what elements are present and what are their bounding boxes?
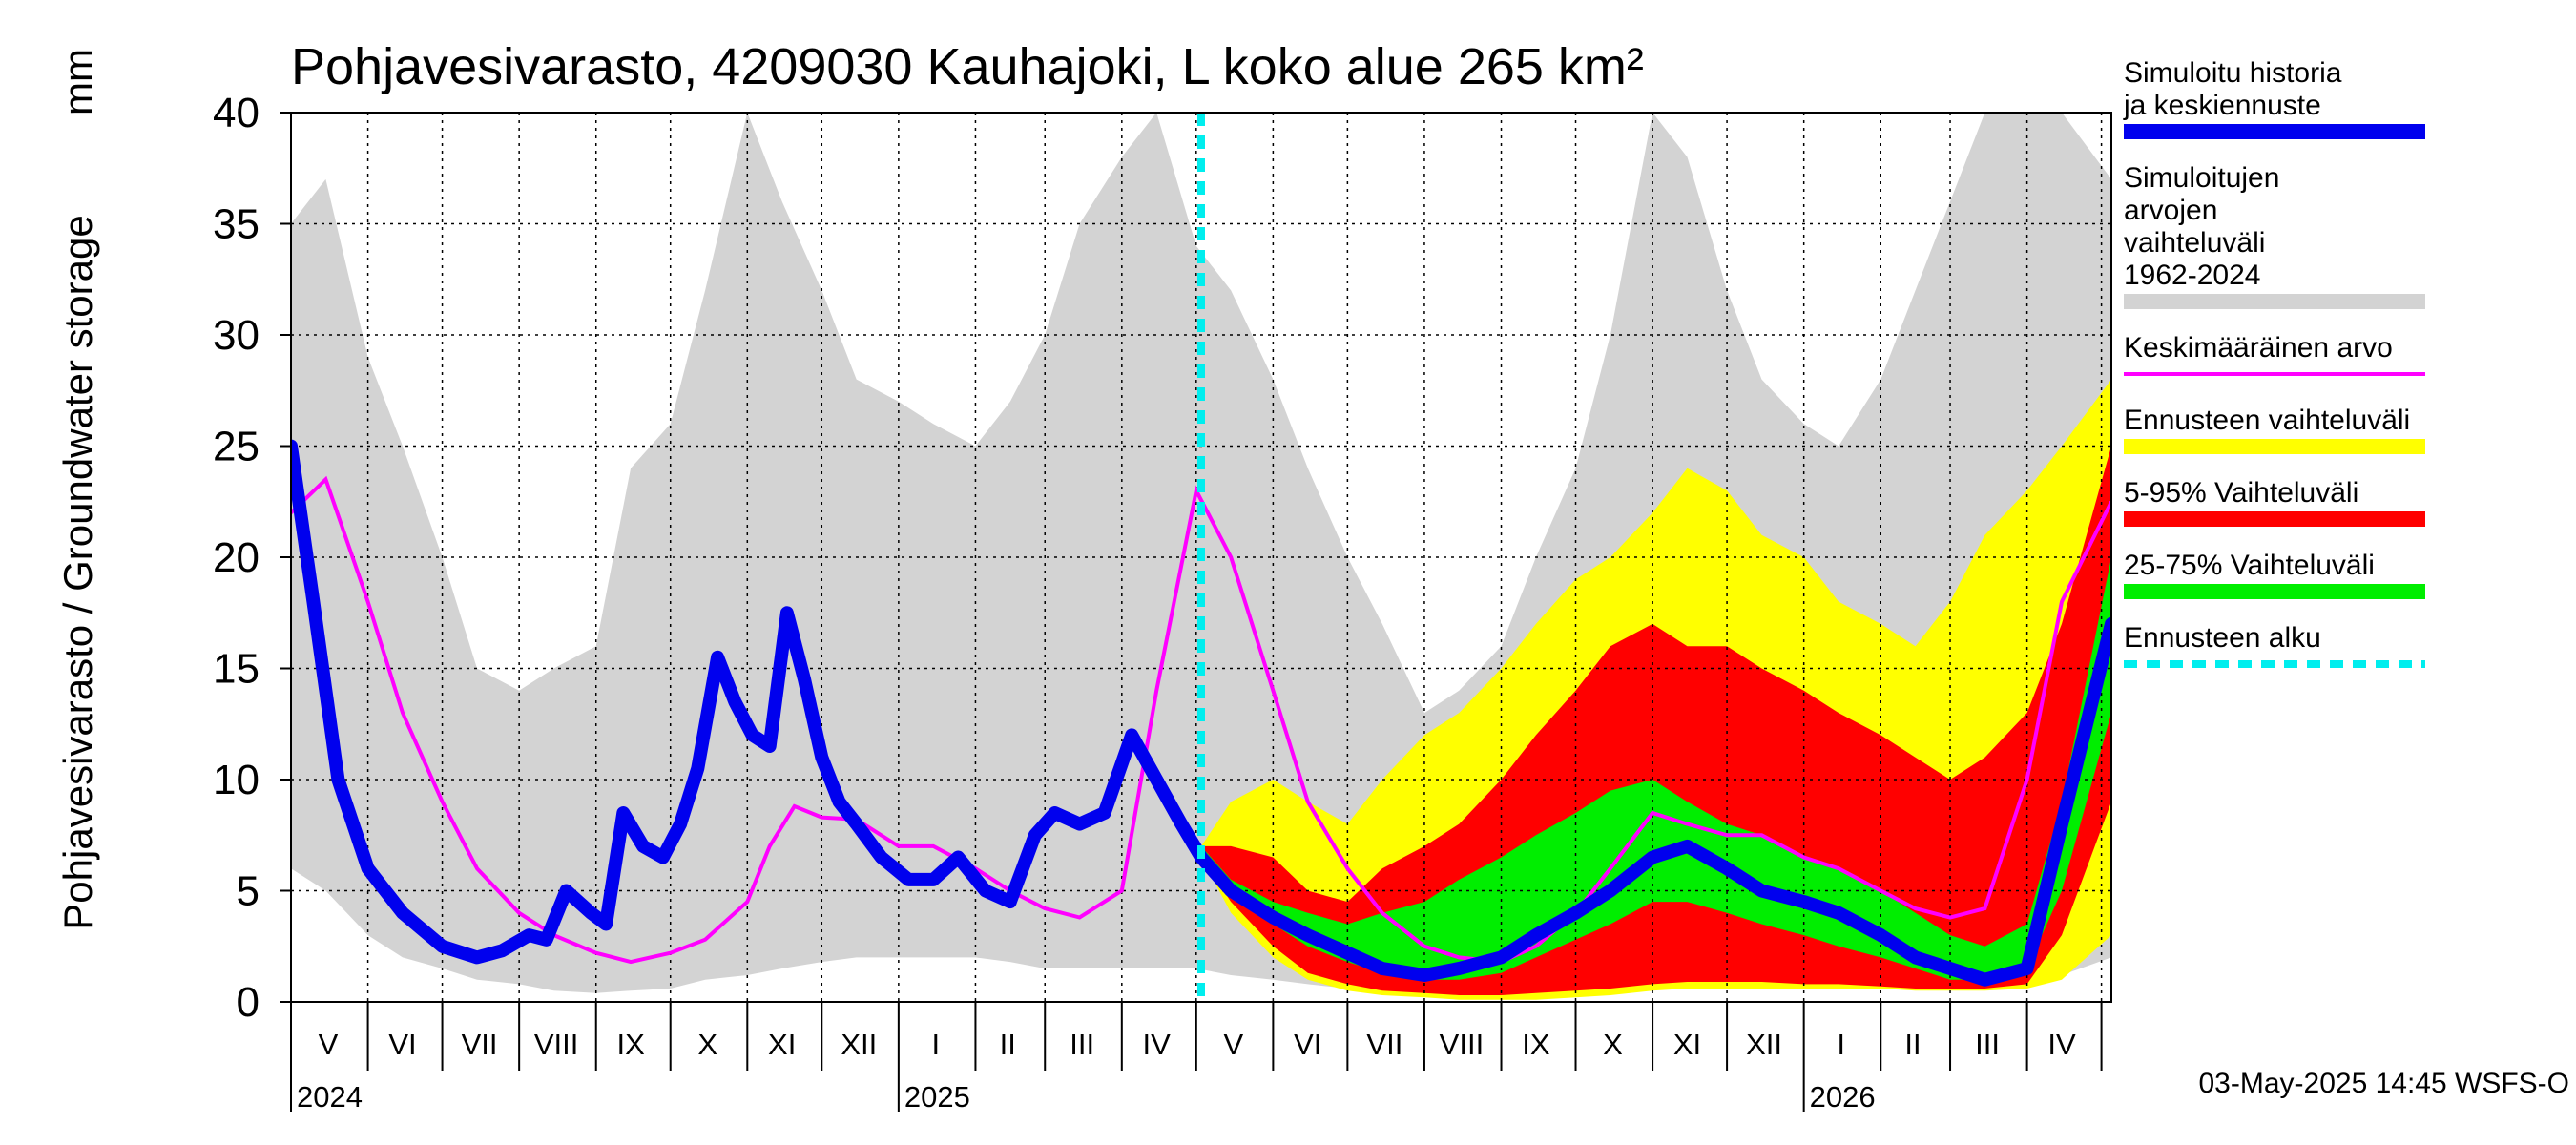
y-tick-label: 5 xyxy=(237,868,260,915)
legend-label: 25-75% Vaihteluväli xyxy=(2124,550,2375,581)
legend-label: Ennusteen alku xyxy=(2124,622,2321,654)
y-tick-label: 40 xyxy=(213,90,260,136)
month-label: XI xyxy=(768,1028,796,1061)
year-label: 2025 xyxy=(904,1080,970,1114)
legend-label: 1962-2024 xyxy=(2124,260,2260,291)
month-label: VI xyxy=(388,1028,416,1061)
month-label: VIII xyxy=(1440,1028,1485,1061)
month-label: III xyxy=(1975,1028,2000,1061)
month-label: V xyxy=(319,1028,339,1061)
month-label: I xyxy=(932,1028,941,1061)
simulated-history-line xyxy=(291,439,1208,965)
month-label: IV xyxy=(2047,1028,2076,1061)
legend-label: 5-95% Vaihteluväli xyxy=(2124,477,2358,509)
year-label: 2024 xyxy=(297,1080,363,1114)
timestamp: 03-May-2025 14:45 WSFS-O xyxy=(2199,1068,2570,1099)
y-tick-label: 35 xyxy=(213,201,260,248)
month-label: V xyxy=(1223,1028,1243,1061)
month-label: X xyxy=(1603,1028,1623,1061)
y-tick-label: 30 xyxy=(213,312,260,359)
month-label: IX xyxy=(1522,1028,1550,1061)
y-tick-label: 25 xyxy=(213,424,260,470)
forecast-25-75-band xyxy=(1201,557,2111,980)
y-tick-label: 15 xyxy=(213,646,260,693)
y-axis-label: Pohjavesivarasto / Groundwater storage xyxy=(55,215,100,929)
y-tick-label: 10 xyxy=(213,757,260,803)
legend-label: Ennusteen vaihteluväli xyxy=(2124,405,2410,436)
legend-label: arvojen xyxy=(2124,195,2217,226)
month-label: II xyxy=(1000,1028,1016,1061)
forecast-mean-line xyxy=(1195,616,2111,987)
month-label: II xyxy=(1904,1028,1921,1061)
legend-label: ja keskiennuste xyxy=(2123,90,2321,121)
month-label: XII xyxy=(1746,1028,1782,1061)
month-label: III xyxy=(1070,1028,1094,1061)
legend-label: Simuloitujen xyxy=(2124,162,2279,194)
x-axis: V VI VII VIII IX X XI XII I II III IV V VI VII VIII IX X X… xyxy=(290,1002,2103,1114)
y-tick-label: 0 xyxy=(237,979,260,1026)
month-label: XI xyxy=(1673,1028,1701,1061)
month-label: IX xyxy=(616,1028,645,1061)
month-label: I xyxy=(1837,1028,1845,1061)
y-axis-unit: mm xyxy=(55,49,100,115)
y-tick-label: 20 xyxy=(213,534,260,581)
legend-swatch xyxy=(2124,511,2425,527)
month-label: VIII xyxy=(534,1028,579,1061)
chart-title: Pohjavesivarasto, 4209030 Kauhajoki, L k… xyxy=(291,38,1644,95)
forecast-5-95-band xyxy=(1201,446,2111,995)
month-label: VI xyxy=(1294,1028,1321,1061)
month-label: IV xyxy=(1143,1028,1172,1061)
month-label: VII xyxy=(462,1028,498,1061)
month-label: VII xyxy=(1366,1028,1402,1061)
legend-label: Simuloitu historia xyxy=(2124,57,2342,89)
month-label: XII xyxy=(841,1028,877,1061)
month-label: X xyxy=(697,1028,717,1061)
legend-label: Keskimääräinen arvo xyxy=(2124,332,2393,364)
legend-swatch xyxy=(2124,584,2425,599)
legend-swatch xyxy=(2124,294,2425,309)
legend-swatch xyxy=(2124,439,2425,454)
y-axis: 0 5 10 15 20 25 30 35 40 xyxy=(213,90,291,1026)
year-label: 2026 xyxy=(1810,1080,1876,1114)
mean-value-line xyxy=(291,475,2111,965)
legend-swatch xyxy=(2124,124,2425,139)
legend-label: vaihteluväli xyxy=(2124,227,2265,259)
